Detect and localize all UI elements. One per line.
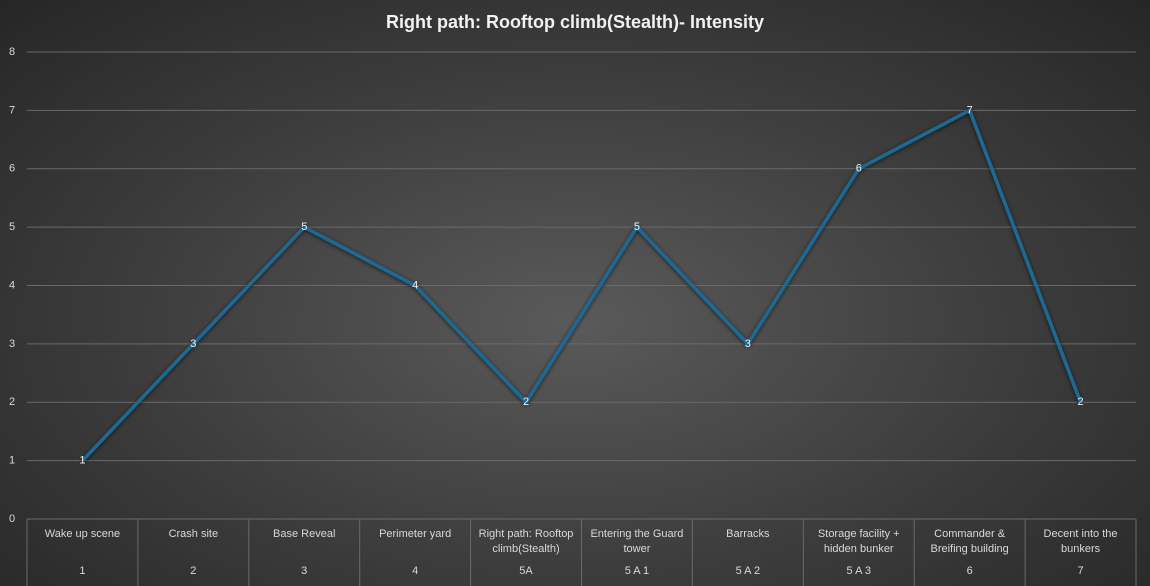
x-tick-label: Right path: Rooftop climb(Stealth) <box>478 528 574 555</box>
x-group-label: 5 A 2 <box>735 565 761 577</box>
x-tick-label: Commander & Breifing building <box>930 528 1009 555</box>
data-label: 5 <box>301 221 307 233</box>
x-tick-label: Wake up scene <box>44 528 121 540</box>
data-label: 4 <box>412 279 418 291</box>
y-tick-label: 0 <box>9 513 15 525</box>
x-group-label: 6 <box>966 565 973 577</box>
x-tick-label: Crash site <box>168 528 219 540</box>
x-tick-label: Decent into the bunkers <box>1043 528 1118 555</box>
x-group-label: 4 <box>412 565 419 577</box>
x-tick-label: Entering the Guard tower <box>590 528 684 555</box>
x-tick-label: Storage facility + hidden bunker <box>817 528 900 555</box>
y-tick-label: 6 <box>9 163 15 175</box>
y-tick-label: 1 <box>9 455 15 467</box>
x-group-label: 5 A 3 <box>846 565 871 577</box>
x-group-label: 1 <box>79 565 86 577</box>
y-tick-label: 8 <box>9 46 15 58</box>
x-group-label: 2 <box>190 565 197 577</box>
x-group-label: 7 <box>1077 565 1084 577</box>
data-label: 2 <box>523 396 529 408</box>
x-tick-label: Barracks <box>726 528 770 540</box>
line <box>81 108 1083 462</box>
data-label: 6 <box>856 163 862 175</box>
data-label: 3 <box>745 338 751 350</box>
y-tick-label: 4 <box>9 279 15 291</box>
y-tick-label: 2 <box>9 396 15 408</box>
data-label: 1 <box>79 455 85 467</box>
x-group-label: 3 <box>301 565 308 577</box>
y-tick-label: 3 <box>9 338 15 350</box>
x-group-label: 5 A 1 <box>624 565 650 577</box>
data-label: 5 <box>634 221 640 233</box>
y-tick-label: 5 <box>9 221 15 233</box>
y-tick-label: 7 <box>9 104 15 116</box>
x-group-label: 5A <box>519 565 533 577</box>
data-label: 3 <box>190 338 196 350</box>
data-label: 2 <box>1077 396 1083 408</box>
x-tick-label: Perimeter yard <box>379 528 452 540</box>
data-label: 7 <box>967 104 973 116</box>
x-tick-label: Base Reveal <box>273 528 336 540</box>
chart-title: Right path: Rooftop climb(Stealth)- Inte… <box>386 12 764 32</box>
